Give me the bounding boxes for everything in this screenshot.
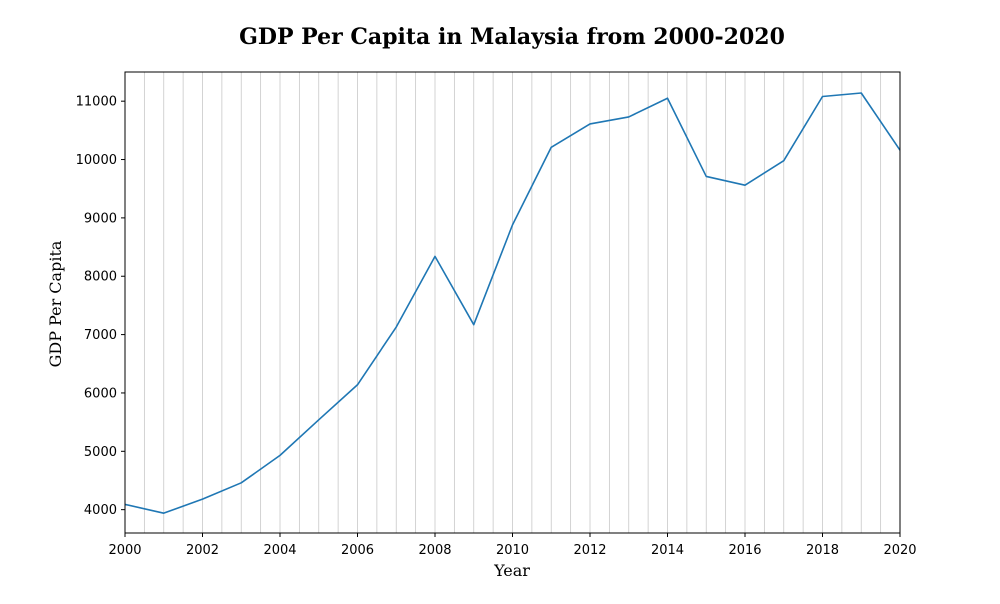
chart-title: GDP Per Capita in Malaysia from 2000-202…: [239, 24, 785, 50]
x-tick-label: 2018: [806, 543, 839, 558]
x-axis: 2000 2002 2004 2006 2008 2010 2012 2014 2016 2018…: [108, 533, 917, 558]
x-tick-label: 2000: [108, 543, 141, 558]
series-line-0: [124, 92, 901, 514]
x-tick-label: 2020: [883, 543, 916, 558]
x-tick-label: 2010: [496, 543, 529, 558]
y-tick-label: 5000: [84, 445, 117, 460]
x-tick-label: 2016: [728, 543, 761, 558]
y-tick-label: 11000: [76, 95, 117, 110]
y-tick-label: 9000: [84, 211, 117, 226]
grid: [143, 72, 882, 533]
y-tick-label: 8000: [84, 270, 117, 285]
series-layer: [124, 92, 901, 514]
x-tick-label: 2002: [186, 543, 219, 558]
y-tick-label: 4000: [84, 503, 117, 518]
x-axis-label: Year: [493, 561, 530, 580]
x-tick-label: 2004: [263, 543, 296, 558]
y-tick-label: 7000: [84, 328, 117, 343]
x-tick-label: 2008: [418, 543, 451, 558]
y-tick-label: 6000: [84, 386, 117, 401]
x-tick-label: 2012: [573, 543, 606, 558]
x-tick-label: 2006: [341, 543, 374, 558]
y-axis-label: GDP Per Capita: [46, 240, 65, 367]
y-tick-label: 10000: [76, 153, 117, 168]
x-tick-label: 2014: [651, 543, 684, 558]
y-axis: 4000 5000 6000 7000 8000 9000 10000 11000: [76, 95, 125, 518]
